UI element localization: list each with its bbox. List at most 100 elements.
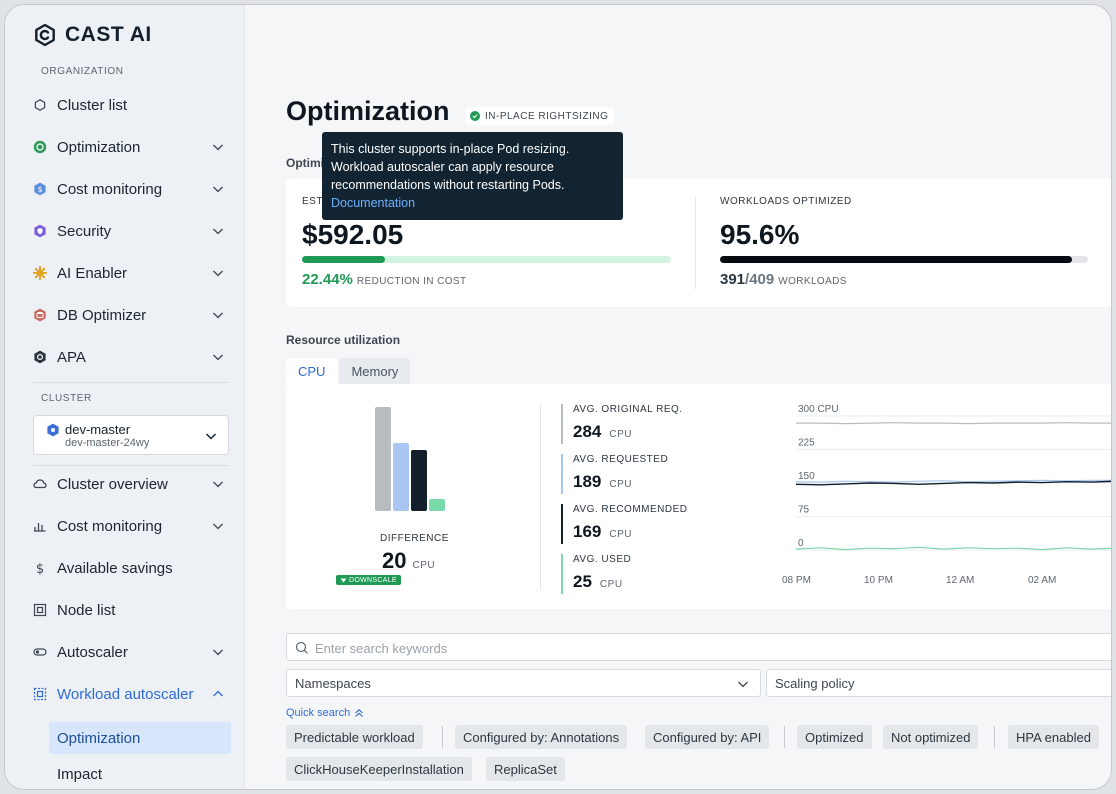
app-window: CAST AI ORGANIZATION Cluster list Optimi… (4, 4, 1112, 790)
nav-workload-autoscaler[interactable]: Workload autoscaler (33, 680, 229, 708)
organization-label: ORGANIZATION (41, 66, 124, 77)
nav-label: Workload autoscaler (57, 685, 194, 703)
unit-label: CPU (412, 560, 436, 571)
namespaces-dropdown[interactable]: Namespaces (286, 669, 761, 697)
optimization-summary-label: Optimi (286, 156, 324, 170)
chip-separator (994, 726, 995, 748)
workloads-count-label: WORKLOADS (778, 276, 847, 287)
badge-label: IN-PLACE RIGHTSIZING (485, 110, 609, 122)
y-tick-label: 150 (798, 471, 815, 482)
workloads-progress-fill (720, 256, 1072, 263)
nav-ai-enabler[interactable]: AI Enabler (33, 259, 229, 287)
difference-label: DIFFERENCE (380, 533, 449, 544)
subnav-optimization[interactable]: Optimization (49, 722, 231, 754)
stat-value: 189 CPU (573, 472, 761, 492)
subnav-impact[interactable]: Impact (49, 758, 231, 789)
page-title: Optimization (286, 96, 450, 126)
chip-predictable-workload[interactable]: Predictable workload (286, 725, 423, 749)
nav-label: Cluster list (57, 96, 128, 114)
nav-label: DB Optimizer (57, 306, 147, 324)
x-tick-label: 12 AM (946, 575, 974, 586)
chevron-down-icon (213, 481, 223, 488)
series-line-0 (796, 422, 1111, 425)
stat-number: 189 (573, 472, 602, 491)
chevron-down-icon (213, 144, 223, 151)
nav-autoscaler[interactable]: Autoscaler (33, 638, 229, 666)
workloads-optimized-count: 391 (720, 271, 746, 288)
cluster-id: dev-master-24wy (65, 437, 150, 449)
cost-reduction-percent: 22.44% (302, 271, 353, 288)
nav-available-savings[interactable]: $ Available savings (33, 554, 229, 582)
cloud-icon (33, 477, 47, 491)
chevron-down-icon (213, 228, 223, 235)
quick-search-toggle[interactable]: Quick search (286, 707, 364, 719)
x-tick-label: 08 PM (782, 575, 811, 586)
chevron-down-icon (213, 354, 223, 361)
search-input[interactable]: Enter search keywords (286, 633, 1111, 661)
scaling-policy-dropdown[interactable]: Scaling policy (766, 669, 1111, 697)
down-arrow-icon (340, 578, 347, 582)
chip-not-optimized[interactable]: Not optimized (883, 725, 979, 749)
summary-divider (695, 197, 696, 289)
chip-configured-api[interactable]: Configured by: API (645, 725, 770, 749)
tab-cpu[interactable]: CPU (286, 358, 338, 384)
utilization-divider (540, 404, 541, 590)
series-line-3 (795, 546, 1111, 551)
nav-label: Node list (57, 601, 116, 619)
chip-separator (1111, 726, 1112, 748)
downscale-label: DOWNSCALE (349, 576, 397, 584)
utilization-card: DIFFERENCE 20 CPU AVG. ORIGINAL REQ. 284 C… (286, 384, 1111, 609)
database-icon (33, 308, 47, 322)
y-tick-label: 225 (798, 438, 815, 449)
cluster-label: CLUSTER (41, 393, 92, 404)
cluster-selector[interactable]: dev-master dev-master-24wy (33, 415, 229, 455)
nav-label: AI Enabler (57, 264, 128, 282)
nav-label: Cost monitoring (57, 517, 163, 535)
nav-cluster-cost-monitoring[interactable]: Cost monitoring (33, 512, 229, 540)
cost-value: $592.05 (302, 219, 404, 250)
chip-separator (784, 726, 785, 748)
stat-avg-original-req: AVG. ORIGINAL REQ. 284 CPU (561, 404, 761, 444)
workloads-count: 391/409 WORKLOADS (720, 271, 847, 288)
chip-replicaset[interactable]: ReplicaSet (486, 757, 565, 781)
sidebar: CAST AI ORGANIZATION Cluster list Optimi… (5, 5, 245, 789)
cost-label: ESTI (302, 196, 327, 207)
documentation-link[interactable]: Documentation (331, 196, 416, 210)
difference-value: 20 CPU (382, 548, 435, 574)
search-icon (295, 641, 308, 654)
subnav-label: Impact (57, 765, 103, 783)
kubernetes-cluster-icon (47, 423, 59, 437)
search-placeholder: Enter search keywords (315, 641, 448, 656)
chip-clickhouse-keeper[interactable]: ClickHouseKeeperInstallation (286, 757, 472, 781)
sidebar-divider (33, 382, 229, 383)
nav-label: APA (57, 348, 86, 366)
node-icon (33, 603, 47, 617)
main-content: Optimization IN-PLACE RIGHTSIZING This c… (245, 5, 1112, 789)
nav-apa[interactable]: APA (33, 343, 229, 371)
chip-optimized[interactable]: Optimized (797, 725, 872, 749)
in-place-rightsizing-badge[interactable]: IN-PLACE RIGHTSIZING (466, 107, 615, 125)
nav-node-list[interactable]: Node list (33, 596, 229, 624)
nav-label: Cost monitoring (57, 180, 163, 198)
nav-label: Optimization (57, 138, 141, 156)
nav-cluster-overview[interactable]: Cluster overview (33, 470, 229, 498)
series-line-2 (795, 480, 1111, 486)
nav-security[interactable]: Security (33, 217, 229, 245)
rightsizing-tooltip: This cluster supports in-place Pod resiz… (322, 132, 623, 220)
brand-logo[interactable]: CAST AI (33, 23, 152, 47)
tab-memory[interactable]: Memory (339, 358, 411, 384)
nav-db-optimizer[interactable]: DB Optimizer (33, 301, 229, 329)
chevron-down-icon (205, 433, 217, 440)
nav-optimization[interactable]: Optimization (33, 133, 229, 161)
ai-enabler-icon (33, 266, 47, 280)
nav-cost-monitoring[interactable]: $ Cost monitoring (33, 175, 229, 203)
apa-icon (33, 350, 47, 364)
chip-hpa-enabled[interactable]: HPA enabled (1008, 725, 1099, 749)
optimization-icon (33, 140, 47, 154)
nav-label: Security (57, 222, 112, 240)
check-circle-icon (470, 111, 480, 121)
unit-label: CPU (609, 429, 632, 440)
used-bar (429, 499, 445, 511)
chip-configured-annotations[interactable]: Configured by: Annotations (455, 725, 628, 749)
nav-cluster-list[interactable]: Cluster list (33, 91, 229, 119)
